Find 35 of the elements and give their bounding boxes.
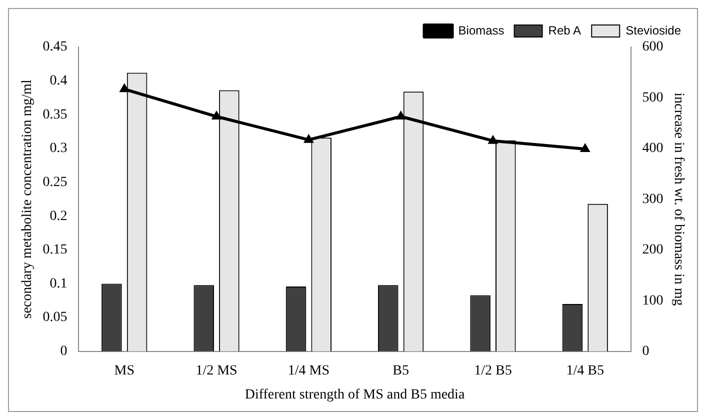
point	[304, 134, 314, 143]
point	[488, 135, 498, 144]
y-tick-label: 0.3	[50, 141, 68, 156]
y-tick-label: 0.45	[42, 40, 68, 55]
point	[396, 111, 406, 120]
point	[580, 143, 590, 152]
x-tick-label: 1/2 B5	[474, 363, 512, 378]
y-tick-label: 0.4	[50, 73, 68, 88]
x-tick-label: 1/2 MS	[196, 363, 238, 378]
y-tick-label: 0	[60, 344, 68, 360]
point	[212, 111, 222, 120]
x-tick-label: B5	[392, 363, 409, 378]
y-tick-label: 0.2	[50, 208, 68, 224]
y-tick-label: 0.25	[42, 174, 68, 190]
y2-tick-label: 100	[642, 293, 664, 308]
y-tick-label: 0.35	[42, 107, 68, 122]
x-tick-label: 1/4 B5	[566, 363, 604, 378]
y-tick-label: 0.1	[50, 276, 68, 292]
point	[120, 84, 130, 92]
y-tick-label: 0.15	[42, 242, 68, 258]
x-tick-label: 1/4 MS	[288, 363, 330, 378]
y2-tick-label: 200	[642, 242, 664, 258]
y2-tick-label: 600	[642, 40, 664, 55]
y2-tick-label: 400	[642, 141, 664, 156]
legend-label: Biomass	[458, 23, 504, 38]
y2-tick-label: 300	[642, 192, 664, 207]
y-tick-label: 0.05	[42, 310, 68, 326]
x-tick-label: MS	[114, 363, 134, 378]
y-axis-title: secondary metabolite concentration mg/ml	[20, 80, 36, 319]
y2-tick-label: 0	[642, 344, 650, 360]
x-axis-title: Different strength of MS and B5 media	[244, 387, 466, 402]
y2-axis-title: increase in fresh wt. of biomass in mg	[670, 92, 686, 306]
legend-label: Stevioside	[626, 23, 682, 38]
legend-label: Reb A	[548, 23, 581, 38]
y2-tick-label: 500	[642, 90, 664, 106]
